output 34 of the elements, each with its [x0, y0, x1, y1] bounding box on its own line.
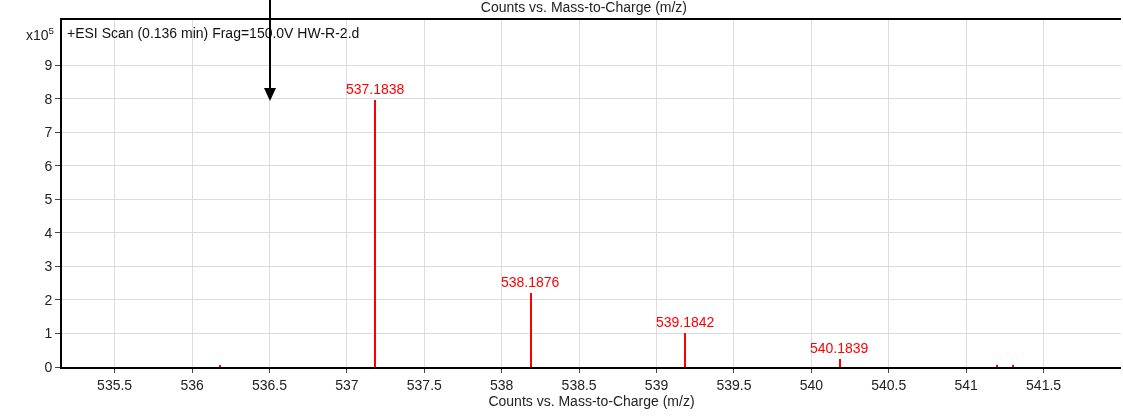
- x-tick-label: 535.5: [97, 376, 133, 393]
- y-tick-label: 0: [44, 358, 53, 375]
- bar: [530, 293, 532, 367]
- y-tick-label: 7: [44, 124, 53, 141]
- x-tick-label: 538.5: [561, 376, 597, 393]
- y-tick-label: 5: [44, 191, 53, 208]
- y-tick-label: 1: [44, 325, 53, 342]
- chart-title: Counts vs. Mass-to-Charge (m/z): [480, 0, 688, 15]
- y-tick-label: 8: [44, 90, 53, 107]
- x-tick-label: 540: [799, 376, 824, 393]
- bar: [374, 100, 376, 367]
- annotation: 539.1842: [656, 314, 715, 330]
- annotation: 540.1839: [810, 340, 869, 356]
- x-tick-label: 539.5: [716, 376, 752, 393]
- annotation: 538.1876: [501, 274, 560, 290]
- y-tick-label: 4: [44, 224, 53, 241]
- y-tick-label: 2: [44, 291, 53, 308]
- y-tick-label: 6: [44, 157, 53, 174]
- x-tick-label: 540.5: [871, 376, 907, 393]
- x-tick-label: 536: [180, 376, 204, 393]
- x-tick-label: 536.5: [251, 376, 288, 393]
- x-tick-label: 537.5: [406, 376, 443, 393]
- x-tick-label: 537: [335, 376, 359, 393]
- x-tick-label: 538: [490, 376, 514, 393]
- x-tick-label: 539: [644, 376, 669, 393]
- y-axis-title: x10$^{5}$: [26, 25, 55, 43]
- x-tick-label: 541: [954, 376, 979, 393]
- annotation: 537.1838: [346, 81, 405, 97]
- bar: [839, 359, 841, 367]
- y-tick-label: 9: [44, 57, 53, 74]
- y-tick-label: 3: [44, 258, 53, 275]
- x-tick-label: 541.5: [1026, 376, 1062, 393]
- bar: [684, 333, 686, 367]
- x-axis-title: Counts vs. Mass-to-Charge (m/z): [488, 392, 695, 409]
